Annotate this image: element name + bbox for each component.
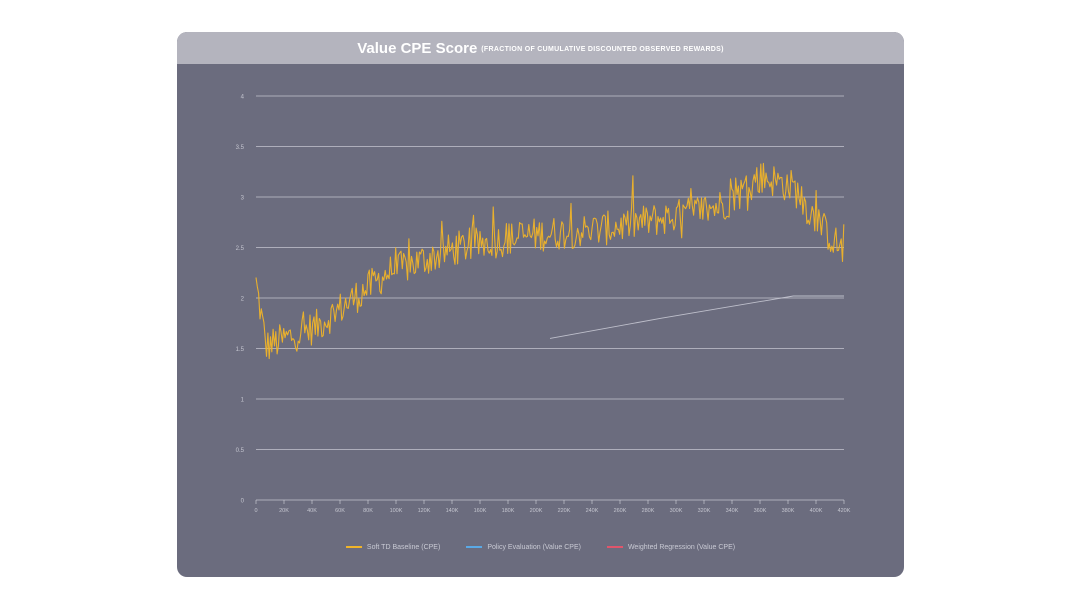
chart-subtitle: (FRACTION OF CUMULATIVE DISCOUNTED OBSER…: [481, 46, 724, 53]
legend-label-3: Weighted Regression (Value CPE): [627, 543, 736, 551]
y-tick-label: 1.5: [236, 347, 245, 353]
y-tick-label: 0.5: [236, 448, 245, 454]
legend-label-2: Policy Evaluation (Value CPE): [487, 543, 581, 551]
x-tick-label: 160K: [474, 508, 487, 514]
y-tick-label: 0: [241, 499, 245, 505]
x-tick-label: 400K: [810, 508, 823, 514]
y-tick-label: 3.5: [236, 145, 245, 151]
legend-swatch-3: [606, 546, 623, 548]
chart-title: Value CPE Score: [357, 39, 478, 57]
x-tick-label: 200K: [530, 508, 543, 514]
x-tick-label: 320K: [698, 508, 711, 514]
y-tick-label: 3: [241, 196, 245, 202]
legend-swatch-2: [466, 546, 483, 548]
x-tick-label: 420K: [838, 508, 851, 514]
chart-card: Value CPE Score (FRACTION OF CUMULATIVE …: [177, 32, 904, 577]
legend-item-series-2[interactable]: Policy Evaluation (Value CPE): [466, 541, 581, 553]
chart-legend: Soft TD Baseline (CPE) Policy Evaluation…: [177, 541, 904, 553]
x-tick-label: 100K: [390, 508, 403, 514]
x-tick-label: 360K: [754, 508, 767, 514]
x-tick-label: 280K: [642, 508, 655, 514]
x-tick-label: 60K: [335, 508, 345, 514]
y-tick-label: 1: [241, 398, 245, 404]
y-tick-label: 2.5: [236, 246, 245, 252]
x-tick-label: 240K: [586, 508, 599, 514]
legend-item-series-3[interactable]: Weighted Regression (Value CPE): [606, 541, 736, 553]
chart-header: Value CPE Score (FRACTION OF CUMULATIVE …: [177, 32, 904, 64]
legend-swatch-1: [345, 546, 362, 548]
series-line-1: [255, 162, 845, 360]
line-chart: 0 0.5 1 1.5 2 2.5 3 3.5 4 0 20K 40K 60K 80K 100K 120K 14…: [236, 95, 851, 515]
legend-item-series-1[interactable]: Soft TD Baseline (CPE): [345, 541, 441, 553]
y-tick-label: 4: [241, 95, 245, 101]
x-tick-label: 380K: [782, 508, 795, 514]
legend-label-1: Soft TD Baseline (CPE): [366, 543, 441, 551]
x-tick-label: 340K: [726, 508, 739, 514]
x-tick-label: 180K: [502, 508, 515, 514]
x-tick-label: 300K: [670, 508, 683, 514]
x-tick-label: 40K: [307, 508, 317, 514]
x-tick-label: 80K: [363, 508, 373, 514]
x-tick-label: 260K: [614, 508, 627, 514]
x-tick-label: 220K: [558, 508, 571, 514]
series-line-4: [549, 295, 844, 339]
x-tick-label: 20K: [279, 508, 289, 514]
x-tick-label: 140K: [446, 508, 459, 514]
y-tick-label: 2: [241, 297, 245, 303]
x-tick-label: 120K: [418, 508, 431, 514]
x-tick-label: 0: [254, 508, 257, 514]
